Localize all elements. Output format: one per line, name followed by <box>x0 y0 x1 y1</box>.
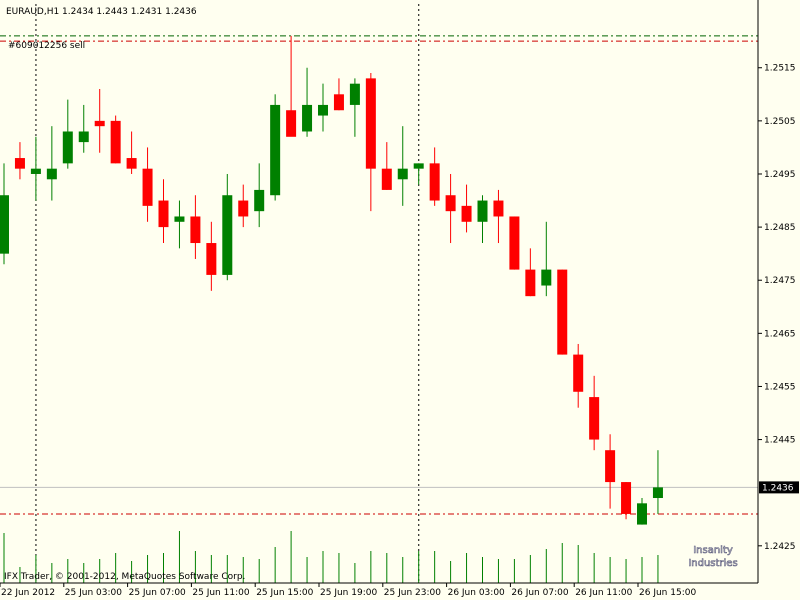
candle-body-bear <box>365 78 376 169</box>
candle-body-bear <box>573 354 584 392</box>
candle-body-bear <box>126 158 137 169</box>
time-tick-label: 25 Jun 23:00 <box>384 588 441 598</box>
order-lines <box>0 35 758 515</box>
candle-body-bull <box>222 195 233 275</box>
candle-body-bear <box>589 397 600 440</box>
candle-body-bull <box>413 163 424 169</box>
candle-body-bull <box>0 195 9 254</box>
price-tick-label: 1.2485 <box>764 223 796 233</box>
candles <box>0 35 663 525</box>
price-tick-label: 1.2495 <box>764 170 796 180</box>
price-axis: 1.2515 1.2505 1.2495 1.2485 1.2475 1.2465 1.24… <box>757 0 799 583</box>
candle-body-bear <box>94 120 105 127</box>
candle-body-bull <box>637 503 647 525</box>
time-tick-label: 25 Jun 07:00 <box>129 588 186 598</box>
price-tick-label: 1.2465 <box>764 329 796 339</box>
symbol-title: EURAUD,H1 1.2434 1.2443 1.2431 1.2436 <box>6 7 197 17</box>
candle-body-bull <box>62 131 73 164</box>
candle-body-bull <box>78 131 89 143</box>
logo-line1: Insanity <box>693 545 733 556</box>
time-tick-label: 26 Jun 07:00 <box>511 588 568 598</box>
time-tick-label: 26 Jun 15:00 <box>639 588 696 598</box>
candle-body-bull <box>302 104 313 132</box>
time-tick-label: 25 Jun 15:00 <box>256 588 313 598</box>
candle-body-bull <box>270 104 281 196</box>
candle-body-bear <box>286 110 297 137</box>
order-label: #609012256 sell <box>8 41 85 51</box>
copyright-text: IFX Trader, © 2001-2012, MetaQuotes Soft… <box>4 572 245 582</box>
candle-body-bull <box>652 487 663 499</box>
price-tick-label: 1.2455 <box>764 382 796 392</box>
candle-body-bull <box>318 104 328 116</box>
vertical-separators <box>35 4 420 583</box>
time-tick-label: 25 Jun 11:00 <box>192 588 249 598</box>
candle-body-bear <box>190 216 201 244</box>
candle-body-bear <box>429 163 440 201</box>
candle-body-bear <box>605 450 616 483</box>
candle-body-bull <box>397 168 408 180</box>
price-tick-label: 1.2445 <box>764 436 796 446</box>
time-tick-label: 26 Jun 03:00 <box>448 588 505 598</box>
logo-line2: Industries <box>688 558 737 569</box>
candle-body-bear <box>14 158 25 169</box>
price-tick-label: 1.2505 <box>764 117 796 127</box>
candle-body-bear <box>621 482 632 514</box>
candle-body-bear <box>158 200 169 228</box>
price-tick-label: 1.2475 <box>764 276 796 286</box>
time-tick-label: 26 Jun 11:00 <box>575 588 632 598</box>
candle-body-bear <box>557 269 568 355</box>
candle-body-bear <box>110 120 121 164</box>
candle-body-bear <box>461 205 472 222</box>
candle-body-bull <box>174 216 185 222</box>
candle-body-bull <box>349 83 360 105</box>
candle-body-bear <box>206 243 217 275</box>
time-axis: 22 Jun 2012 25 Jun 03:00 25 Jun 07:00 25 Ju… <box>0 582 758 598</box>
price-tick-label: 1.2515 <box>764 64 796 74</box>
volume-bars <box>3 531 659 583</box>
candle-body-bull <box>46 168 57 180</box>
time-tick-label: 25 Jun 19:00 <box>320 588 377 598</box>
candle-body-bear <box>333 94 344 111</box>
candle-body-bear <box>445 195 456 212</box>
time-tick-label: 25 Jun 03:00 <box>65 588 122 598</box>
candle-body-bear <box>238 200 249 217</box>
candle-body-bull <box>541 269 552 286</box>
candle-body-bull <box>254 189 265 212</box>
candle-body-bear <box>493 200 504 217</box>
time-tick-label: 22 Jun 2012 <box>1 588 55 598</box>
candle-body-bear <box>509 216 520 270</box>
candle-body-bear <box>525 269 536 297</box>
current-price-label: 1.2436 <box>762 483 794 493</box>
candle-body-bear <box>381 168 392 190</box>
candle-body-bull <box>30 168 41 174</box>
candle-body-bull <box>477 200 488 222</box>
price-tick-label: 1.2425 <box>764 542 796 552</box>
logo: Insanity Industries <box>688 545 738 570</box>
current-price-box <box>759 481 799 494</box>
candle-body-bear <box>142 168 153 206</box>
